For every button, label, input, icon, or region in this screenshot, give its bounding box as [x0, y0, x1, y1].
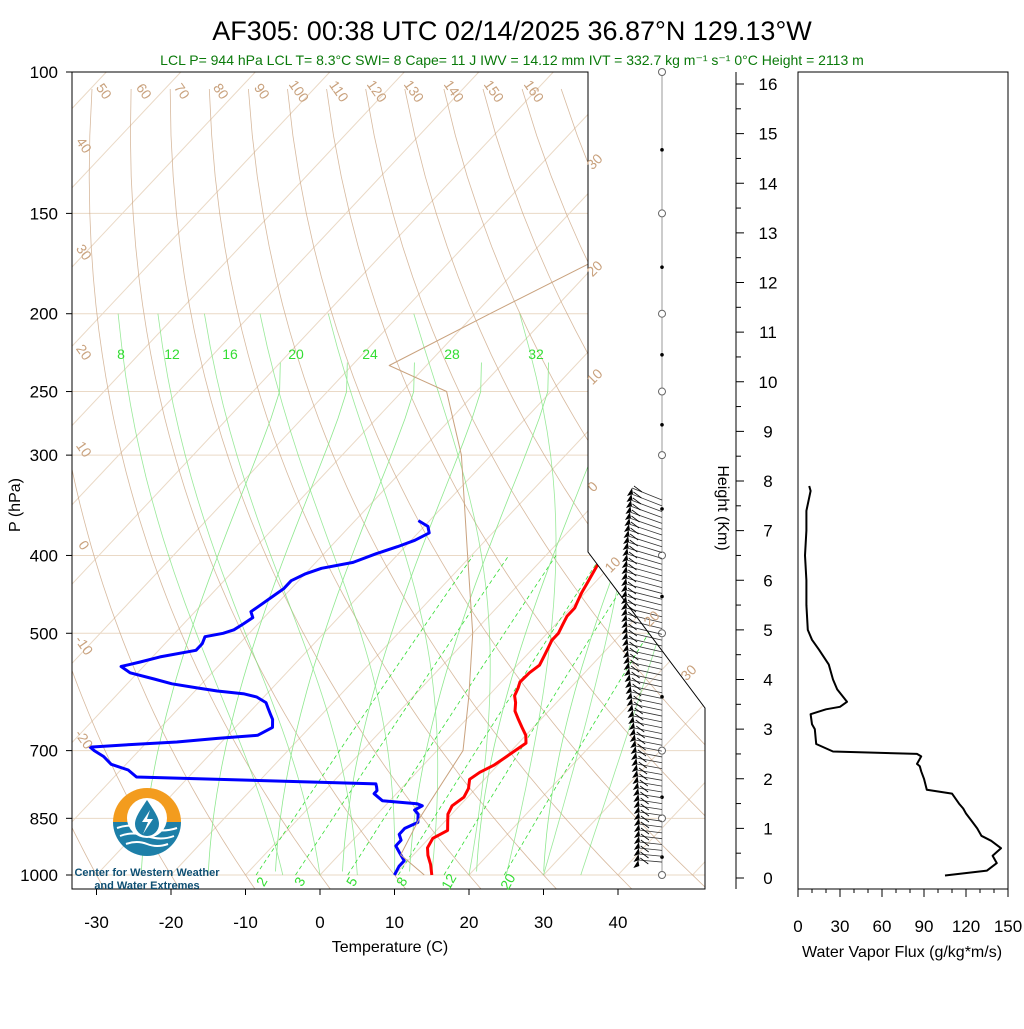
flux-tick-label: 60	[873, 917, 892, 936]
height-tick-label: 16	[759, 75, 778, 94]
mixing-ratio-top-label: 32	[528, 346, 544, 362]
pressure-marker-icon	[659, 452, 666, 459]
y-tick-label: 1000	[20, 866, 58, 885]
mixing-ratio-top-label: 20	[288, 346, 304, 362]
x-tick-label: 40	[609, 913, 628, 932]
pressure-dot-icon	[660, 423, 664, 427]
flux-tick-label: 30	[831, 917, 850, 936]
flux-tick-label: 0	[793, 917, 802, 936]
height-tick-label: 4	[763, 671, 772, 690]
mixing-ratio-top-label: 28	[444, 346, 460, 362]
logo-line-2: and Water Extremes	[94, 880, 199, 892]
y-tick-label: 700	[30, 742, 58, 761]
mixing-ratio-top-label: 12	[164, 346, 180, 362]
y-tick-label: 150	[30, 204, 58, 223]
flux-tick-label: 120	[952, 917, 980, 936]
height-tick-label: 15	[759, 125, 778, 144]
height-tick-label: 3	[763, 720, 772, 739]
height-tick-label: 14	[759, 174, 778, 193]
chart-title: AF305: 00:38 UTC 02/14/2025 36.87°N 129.…	[212, 16, 812, 46]
mixing-ratio-top-label: 16	[222, 346, 238, 362]
y-axis-label: P (hPa)	[7, 478, 24, 532]
flux-axis-label: Water Vapor Flux (g/kg*m/s)	[802, 944, 1002, 961]
pressure-dot-icon	[660, 795, 664, 799]
x-tick-label: 10	[385, 913, 404, 932]
y-tick-label: 400	[30, 546, 58, 565]
chart-subtitle: LCL P= 944 hPa LCL T= 8.3°C SWI= 8 Cape=…	[160, 52, 864, 68]
x-tick-label: 0	[315, 913, 324, 932]
height-tick-label: 2	[763, 770, 772, 789]
pressure-dot-icon	[660, 265, 664, 269]
height-tick-label: 11	[759, 323, 777, 342]
y-tick-label: 500	[30, 624, 58, 643]
height-tick-label: 10	[759, 373, 778, 392]
height-tick-label: 1	[763, 819, 772, 838]
logo-emblem-icon	[113, 788, 181, 856]
height-tick-label: 9	[763, 422, 772, 441]
height-tick-label: 6	[763, 571, 772, 590]
height-tick-label: 13	[759, 224, 778, 243]
x-tick-label: -10	[233, 913, 258, 932]
mixing-ratio-top-label: 24	[362, 346, 378, 362]
x-tick-label: -20	[159, 913, 184, 932]
height-tick-label: 12	[759, 274, 778, 293]
pressure-dot-icon	[660, 595, 664, 599]
pressure-dot-icon	[660, 148, 664, 152]
flux-tick-label: 90	[915, 917, 934, 936]
y-tick-label: 850	[30, 809, 58, 828]
x-axis-label: Temperature (C)	[332, 939, 448, 956]
pressure-marker-icon	[659, 69, 666, 76]
height-tick-label: 0	[763, 869, 772, 888]
pressure-marker-icon	[659, 630, 666, 637]
pressure-marker-icon	[659, 210, 666, 217]
pressure-dot-icon	[660, 353, 664, 357]
x-tick-label: 30	[534, 913, 553, 932]
y-tick-label: 200	[30, 305, 58, 324]
y-tick-label: 100	[30, 63, 58, 82]
y-tick-label: 250	[30, 383, 58, 402]
logo-line-1: Center for Western Weather	[74, 867, 220, 879]
height-tick-label: 5	[763, 621, 772, 640]
height-axis-label: Height (Km)	[714, 465, 731, 550]
x-tick-label: 20	[460, 913, 479, 932]
x-tick-label: -30	[84, 913, 109, 932]
pressure-marker-icon	[659, 310, 666, 317]
y-tick-label: 300	[30, 446, 58, 465]
flux-tick-label: 150	[994, 917, 1022, 936]
mixing-ratio-top-label: 8	[117, 346, 125, 362]
pressure-marker-icon	[659, 872, 666, 879]
pressure-dot-icon	[660, 507, 664, 511]
height-tick-label: 8	[763, 472, 772, 491]
pressure-marker-icon	[659, 388, 666, 395]
height-tick-label: 7	[763, 522, 772, 541]
